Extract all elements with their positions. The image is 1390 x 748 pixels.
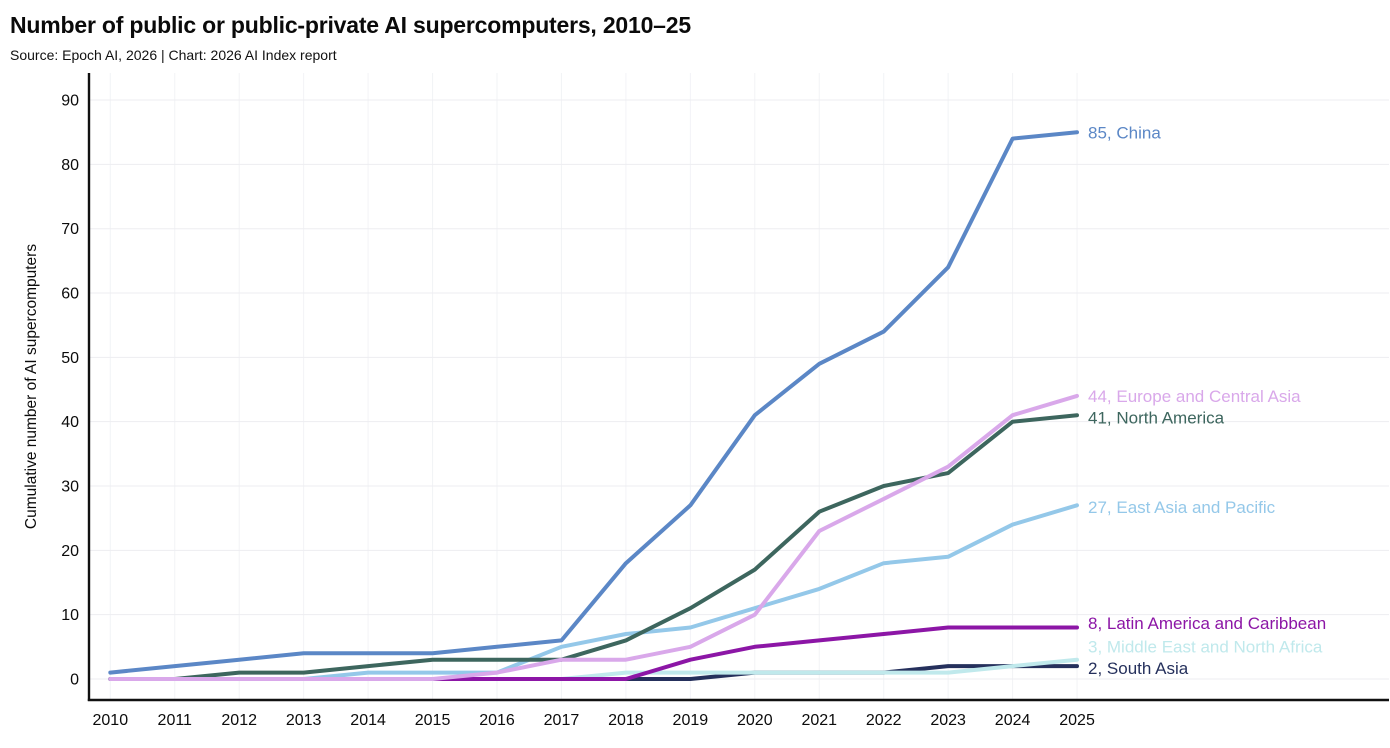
series-line-north_america	[108, 413, 1079, 681]
chart-title: Number of public or public-private AI su…	[10, 12, 691, 38]
y-tick-label: 20	[61, 543, 79, 560]
y-tick-label: 50	[61, 350, 79, 367]
series-line-east_asia_pacific	[108, 503, 1079, 681]
series-end-label-south_asia: 2, South Asia	[1088, 659, 1189, 678]
series-end-label-north_america: 41, North America	[1088, 409, 1225, 428]
series-line-europe_central_asia	[108, 393, 1079, 681]
x-tick-label: 2022	[866, 712, 902, 729]
x-tick-label: 2017	[544, 712, 580, 729]
y-tick-label: 40	[61, 414, 79, 431]
chart-source-line: Source: Epoch AI, 2026 | Chart: 2026 AI …	[10, 47, 337, 63]
x-tick-label: 2020	[737, 712, 773, 729]
x-tick-label: 2013	[286, 712, 322, 729]
y-tick-label: 90	[61, 93, 79, 110]
series-end-label-middle_east_north_africa: 3, Middle East and North Africa	[1088, 638, 1323, 657]
series-line-china	[108, 130, 1079, 675]
x-tick-label: 2010	[93, 712, 129, 729]
y-tick-label: 10	[61, 607, 79, 624]
x-tick-label: 2019	[673, 712, 709, 729]
gridlines	[89, 73, 1389, 700]
y-axis-title: Cumulative number of AI supercomputers	[23, 244, 40, 529]
y-tick-label: 80	[61, 157, 79, 174]
x-tick-label: 2021	[801, 712, 837, 729]
y-tick-label: 60	[61, 286, 79, 303]
series-end-label-europe_central_asia: 44, Europe and Central Asia	[1088, 387, 1301, 406]
x-tick-label: 2023	[930, 712, 966, 729]
series-end-label-east_asia_pacific: 27, East Asia and Pacific	[1088, 498, 1276, 517]
x-tick-label: 2015	[415, 712, 451, 729]
x-tick-label: 2016	[479, 712, 515, 729]
x-tick-label: 2012	[221, 712, 257, 729]
y-tick-label: 70	[61, 221, 79, 238]
y-tick-label: 0	[70, 672, 79, 689]
x-tick-label: 2024	[995, 712, 1031, 729]
series-end-label-china: 85, China	[1088, 124, 1161, 143]
series-end-label-latin_america_caribbean: 8, Latin America and Caribbean	[1088, 614, 1326, 633]
x-tick-label: 2018	[608, 712, 644, 729]
y-tick-label: 30	[61, 479, 79, 496]
x-tick-label: 2025	[1059, 712, 1095, 729]
x-tick-label: 2014	[350, 712, 386, 729]
x-tick-label: 2011	[158, 712, 193, 729]
